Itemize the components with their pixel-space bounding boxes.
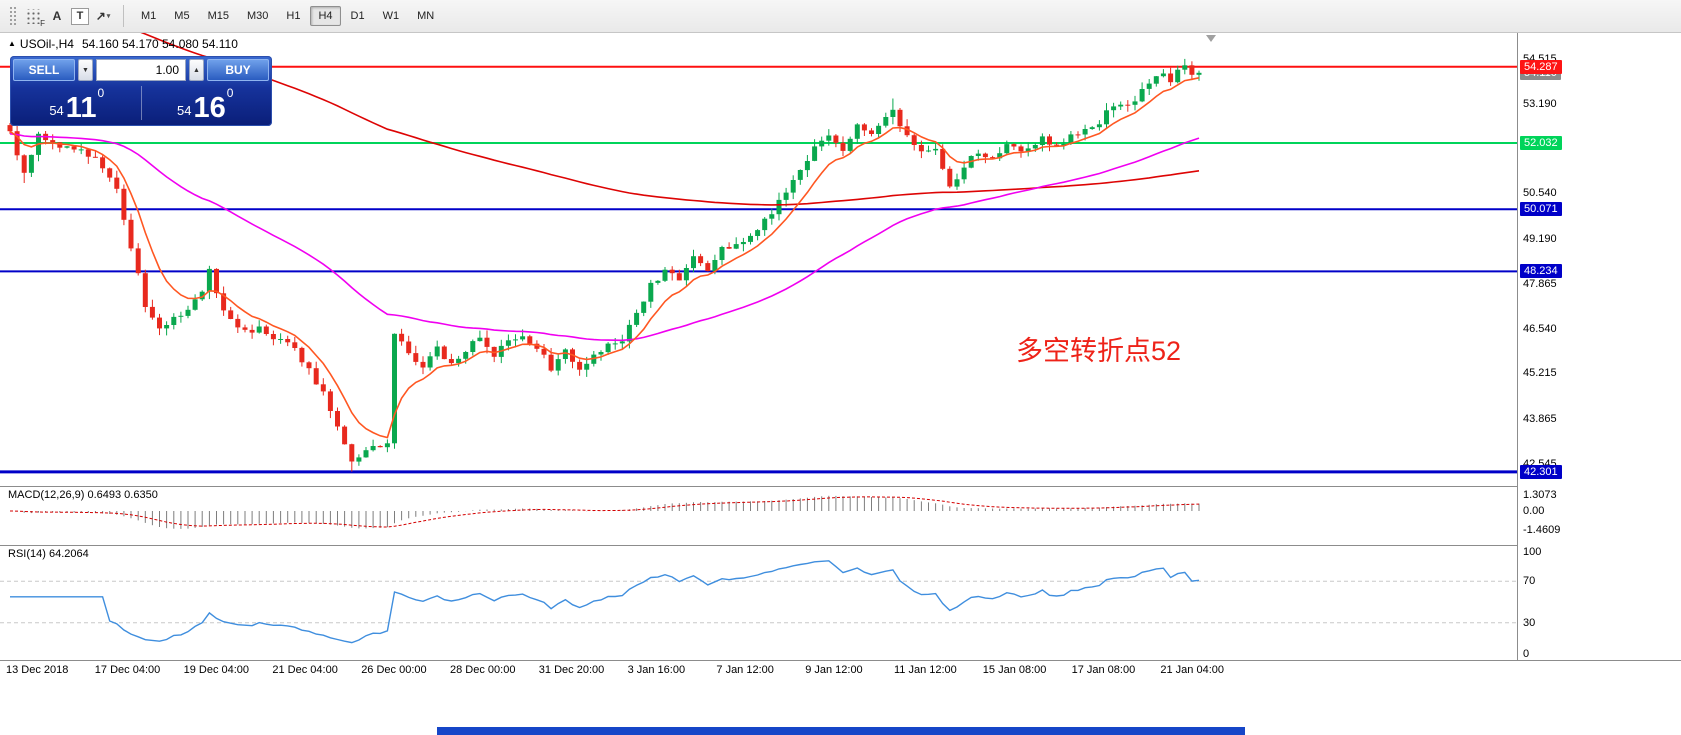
price-axis-border (1517, 33, 1518, 660)
rsi-current-value: 64.2064 (48, 548, 89, 560)
price-badge: 54.287 (1520, 59, 1562, 74)
price-badge: 50.071 (1520, 202, 1562, 217)
timeframe-button-w1[interactable]: W1 (382, 10, 400, 22)
price-axis-label: 46.540 (1523, 322, 1557, 335)
timeframe-button-h1[interactable]: H1 (286, 10, 301, 22)
timeframe-button-m15[interactable]: M15 (207, 10, 229, 22)
timeframe-button-h4[interactable]: H4 (310, 6, 341, 26)
macd-indicator-panel[interactable] (0, 487, 1517, 545)
taskbar-strip (437, 727, 1245, 735)
time-axis-label: 31 Dec 20:00 (538, 664, 605, 676)
timeframe-button-d1[interactable]: D1 (350, 10, 365, 22)
sell-button[interactable]: SELL (13, 59, 75, 81)
rsi-axis-label: 0 (1523, 648, 1530, 660)
rsi-axis-label: 100 (1523, 546, 1542, 558)
grid-icon[interactable]: F (23, 6, 45, 28)
price-badge: 42.301 (1520, 464, 1562, 479)
chevron-down-icon: ▾ (106, 13, 111, 20)
price-badge: 52.032 (1520, 136, 1562, 150)
top-toolbar: F A T ↗ ▾ M1 M5 M15 M30 H1 H4 D1 W1 MN (0, 0, 1681, 33)
buy-price-big: 16 (193, 91, 226, 124)
chart-shift-marker[interactable] (1206, 35, 1216, 42)
price-axis-label: 43.865 (1523, 413, 1557, 425)
time-axis-label: 26 Dec 00:00 (361, 664, 427, 676)
ohlc-values: 54.160 54.170 54.080 54.110 (81, 37, 238, 51)
rsi-axis-label: 30 (1523, 617, 1536, 629)
time-axis-label: 9 Jan 12:00 (805, 664, 863, 676)
volume-input[interactable]: 1.00 (96, 59, 186, 81)
timeframe-button-m1[interactable]: M1 (141, 10, 157, 22)
price-axis-label: 53.190 (1523, 97, 1557, 110)
chart-annotation-text: 多空转折点52 (1016, 336, 1182, 366)
buy-price-prefix: 54 (177, 103, 192, 118)
time-axis-label: 21 Jan 04:00 (1160, 664, 1225, 676)
rsi-name: RSI(14) (8, 548, 46, 560)
trade-panel-divider (140, 86, 142, 120)
time-axis-label: 28 Dec 00:00 (450, 664, 516, 676)
text-tool-icon[interactable]: T (71, 7, 89, 25)
sell-price-big: 11 (65, 91, 97, 124)
draw-arrow-icon: ↗ (95, 9, 106, 23)
sell-price-sup: 0 (97, 86, 105, 100)
rsi-label: RSI(14) 64.2064 (8, 548, 89, 560)
one-click-trading-panel: SELL ▼ 1.00 ▲ BUY 54 11 0 54 16 0 (10, 56, 272, 126)
volume-decrease-button[interactable]: ▼ (78, 59, 93, 81)
price-axis-label: 49.190 (1523, 233, 1557, 246)
macd-current-values: 0.6493 0.6350 (87, 489, 158, 501)
macd-axis-label: -1.4609 (1523, 524, 1561, 536)
volume-increase-button[interactable]: ▲ (189, 59, 204, 81)
price-axis[interactable]: 54.51553.19050.54049.19047.86546.54045.2… (1518, 33, 1681, 660)
macd-rsi-separator[interactable] (0, 545, 1681, 546)
rsi-timeaxis-separator (0, 660, 1681, 661)
time-axis-label: 11 Jan 12:00 (894, 664, 957, 676)
price-badge: 48.234 (1520, 264, 1562, 279)
time-axis-label: 13 Dec 2018 (6, 664, 69, 676)
timeframe-button-m30[interactable]: M30 (246, 10, 269, 22)
draw-tool-icon[interactable]: ↗ ▾ (93, 6, 113, 26)
trade-panel-top-row: SELL ▼ 1.00 ▲ BUY (13, 59, 269, 81)
macd-name: MACD(12,26,9) (8, 489, 85, 501)
macd-axis-label: 0.00 (1523, 505, 1545, 517)
time-axis-label: 3 Jan 16:00 (627, 664, 686, 676)
time-axis[interactable]: 13 Dec 2018 17 Dec 04:00 19 Dec 04:00 21 De… (0, 661, 1681, 682)
timeframe-button-m5[interactable]: M5 (174, 10, 190, 22)
timeframe-toolbar: M1 M5 M15 M30 H1 H4 D1 W1 MN (132, 6, 443, 26)
grid-dots-icon: F (24, 8, 45, 28)
buy-price-sup: 0 (226, 86, 234, 100)
time-axis-label: 15 Jan 08:00 (982, 664, 1047, 676)
chart-macd-separator[interactable] (0, 486, 1681, 487)
collapse-trade-panel-icon[interactable]: ▲ (8, 39, 16, 48)
candlestick-chart[interactable] (0, 33, 1517, 486)
macd-axis-label: 1.3073 (1523, 489, 1557, 501)
time-axis-label: 21 Dec 04:00 (272, 664, 338, 676)
symbol-period: USOil-,H4 (19, 37, 74, 51)
arrow-label-tool-icon[interactable]: A (52, 9, 62, 23)
price-axis-label: 50.540 (1523, 187, 1557, 200)
rsi-indicator-panel[interactable] (0, 546, 1517, 660)
price-axis-label: 45.215 (1523, 367, 1557, 380)
main-chart[interactable]: ▲ USOil-,H4 54.160 54.170 54.080 54.110 SE… (0, 33, 1517, 486)
toolbar-grip[interactable] (9, 6, 16, 26)
time-axis-label: 19 Dec 04:00 (183, 664, 250, 676)
macd-label: MACD(12,26,9) 0.6493 0.6350 (8, 489, 158, 501)
sell-price-button[interactable]: 54 11 0 (13, 83, 141, 123)
grid-icon-letter: F (40, 19, 45, 28)
sell-price-prefix: 54 (49, 103, 64, 118)
buy-button[interactable]: BUY (207, 59, 269, 81)
toolbar-separator (123, 5, 124, 27)
trade-panel-price-row: 54 11 0 54 16 0 (13, 83, 269, 123)
buy-price-button[interactable]: 54 16 0 (142, 83, 270, 123)
rsi-axis-label: 70 (1523, 575, 1536, 587)
timeframe-button-mn[interactable]: MN (417, 10, 435, 22)
time-axis-label: 17 Dec 04:00 (94, 664, 161, 676)
price-axis-label: 47.865 (1523, 277, 1557, 290)
symbol-info: ▲ USOil-,H4 54.160 54.170 54.080 54.110 (8, 37, 238, 51)
time-axis-label: 7 Jan 12:00 (716, 664, 774, 676)
time-axis-label: 17 Jan 08:00 (1071, 664, 1136, 676)
